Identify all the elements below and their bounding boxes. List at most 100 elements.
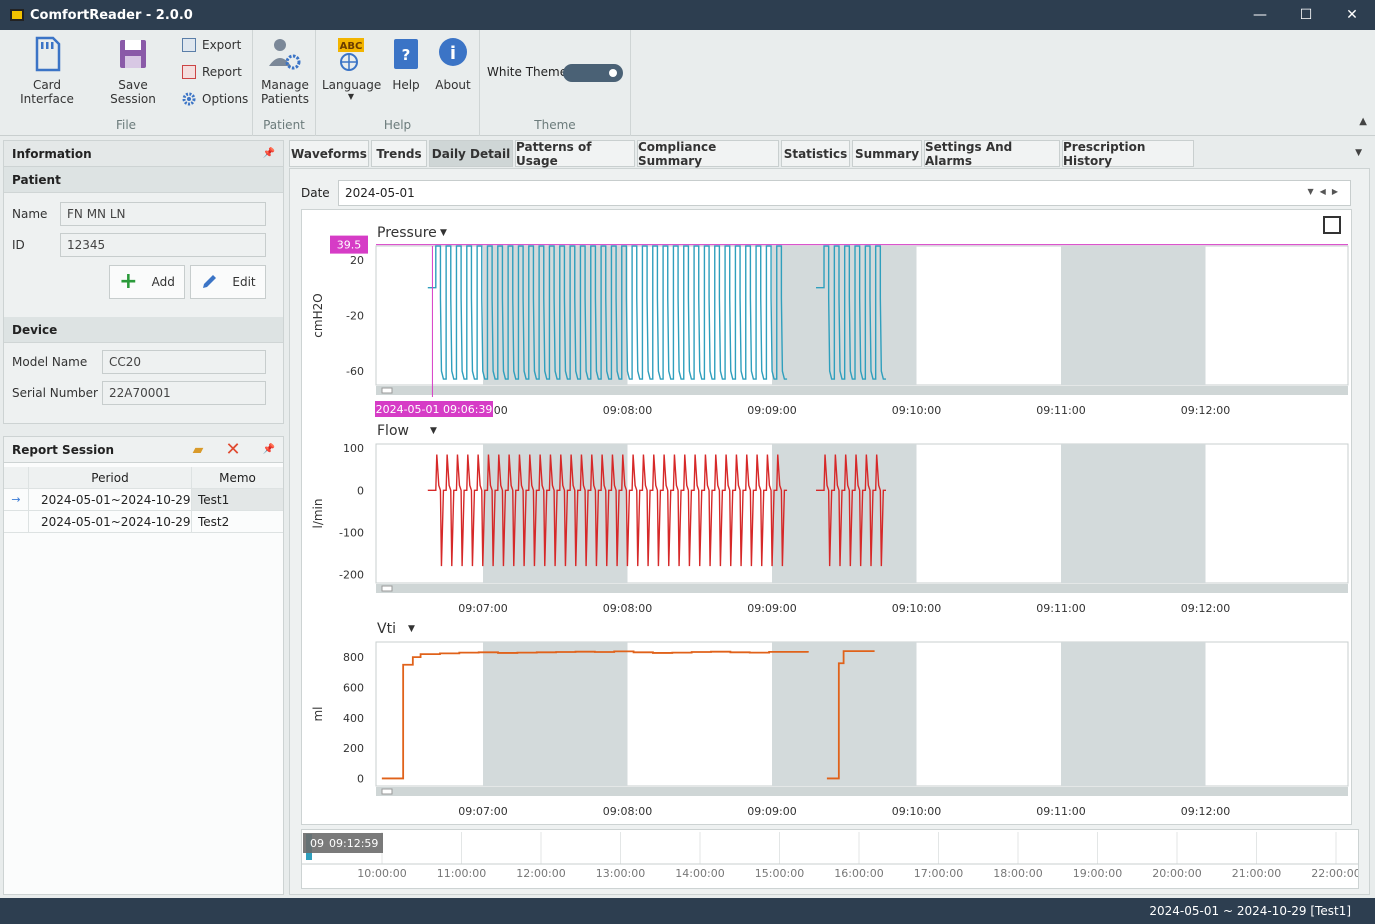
white-theme-toggle[interactable] (563, 64, 623, 82)
report-button[interactable]: Report (182, 65, 242, 79)
patient-id-label: ID (12, 238, 25, 252)
column-header-period[interactable]: Period (29, 467, 192, 488)
model-name-field[interactable]: CC20 (102, 350, 266, 374)
patient-section-title: Patient (4, 167, 283, 193)
close-button[interactable]: ✕ (1346, 7, 1358, 23)
tab-patterns-of-usage[interactable]: Patterns of Usage (515, 140, 635, 168)
memo-cell: Test1 (192, 489, 283, 510)
svg-text:?: ? (402, 46, 411, 64)
open-folder-icon[interactable]: ▰ (192, 441, 204, 458)
x-tick-label: 09:08:00 (603, 602, 652, 615)
minimize-button[interactable]: — (1253, 7, 1267, 23)
ribbon-group-theme-label: Theme (534, 118, 576, 132)
about-button[interactable]: i About (432, 36, 474, 92)
report-session-panel: Report Session ▰ ✕ 📌 Period Memo → 2024-… (3, 436, 284, 895)
fullscreen-icon[interactable] (1323, 216, 1341, 234)
tab-statistics[interactable]: Statistics (781, 140, 850, 167)
x-tick-label: 09:10:00 (892, 805, 941, 818)
save-session-button[interactable]: Save Session (94, 36, 172, 106)
shaded-band (483, 642, 628, 786)
gear-icon (182, 92, 196, 106)
chevron-up-icon[interactable]: ▲ (1359, 116, 1367, 127)
report-label: Report (202, 65, 242, 79)
x-tick-label: 09:11:00 (1036, 404, 1085, 417)
card-interface-label: Card Interface (20, 78, 74, 106)
tab-waveforms[interactable]: Waveforms (289, 140, 369, 167)
column-header-memo[interactable]: Memo (219, 470, 256, 485)
information-header: Information 📌 (4, 141, 283, 167)
date-select[interactable]: 2024-05-01 ▼◀▶ (338, 180, 1351, 206)
scroll-strip (376, 584, 1348, 593)
tab-menu-chevron-icon[interactable]: ▼ (1355, 148, 1362, 158)
x-tick-label: 09:09:00 (747, 805, 796, 818)
scroll-strip (376, 787, 1348, 796)
y-tick-label: 400 (343, 712, 364, 725)
memo-cell: Test2 (198, 514, 230, 529)
chart-pressure: Pressure▼cmH2O20-20-6009:07:0009:08:0009… (311, 225, 1349, 417)
date-nav-arrows-icon[interactable]: ▼◀▶ (1307, 187, 1344, 196)
maximize-button[interactable]: ☐ (1299, 7, 1313, 23)
shaded-band (1061, 246, 1206, 385)
waveform-charts[interactable]: Pressure▼cmH2O20-20-6009:07:0009:08:0009… (302, 210, 1351, 824)
pin-icon[interactable]: 📌 (262, 148, 275, 159)
shaded-band (772, 444, 917, 583)
chart-title: Pressure (377, 225, 437, 241)
table-row[interactable]: → 2024-05-01~2024-10-29 Test1 (4, 489, 283, 511)
options-label: Options (202, 92, 249, 106)
y-axis-label: cmH2O (311, 293, 325, 337)
device-section-title: Device (4, 317, 283, 343)
ribbon-group-patient: Manage Patients Patient (253, 30, 316, 136)
language-button[interactable]: ABC Language ▼ (322, 36, 382, 101)
toggle-knob (609, 69, 617, 77)
delete-icon[interactable]: ✕ (225, 439, 241, 460)
tab-summary[interactable]: Summary (852, 140, 922, 167)
device-section: Model Name CC20 Serial Number 22A70001 (4, 343, 283, 423)
overview-timeline[interactable]: 10:00:00 11:00:00 12:00:00 13:00:00 14:00:00… (301, 829, 1361, 889)
tab-prescription-history[interactable]: Prescription History (1062, 140, 1194, 168)
overview-tick-label: 17:00:00 (914, 867, 963, 880)
help-book-icon: ? (394, 39, 418, 69)
edit-patient-button[interactable]: Edit (190, 265, 266, 299)
status-range: 2024-05-01 ~ 2024-10-29 [Test1] (1149, 904, 1351, 918)
x-tick-label: 09:09:00 (747, 404, 796, 417)
y-tick-label: -60 (346, 365, 364, 378)
overview-svg[interactable]: 10:00:00 11:00:00 12:00:00 13:00:00 14:00:00… (302, 830, 1361, 888)
table-row[interactable]: 2024-05-01~2024-10-29 Test2 (4, 511, 283, 533)
y-axis-label: ml (311, 706, 325, 721)
y-tick-label: 20 (350, 254, 364, 267)
tab-daily-detail[interactable]: Daily Detail (429, 140, 513, 167)
information-panel: Information 📌 Patient Name FN MN LN ID 1… (3, 140, 284, 424)
language-label: Language (322, 78, 382, 92)
chart-title-chevron-icon: ▼ (440, 228, 447, 238)
x-tick-label: 09:07:00 (458, 602, 507, 615)
tab-trends[interactable]: Trends (371, 140, 427, 167)
date-value: 2024-05-01 (345, 186, 415, 200)
export-button[interactable]: Export (182, 38, 241, 52)
card-interface-button[interactable]: Card Interface (6, 36, 88, 106)
chart-title-chevron-icon: ▼ (430, 426, 437, 436)
patient-name-field[interactable]: FN MN LN (60, 202, 266, 226)
serial-number-field[interactable]: 22A70001 (102, 381, 266, 405)
vti-step-line (826, 650, 875, 780)
tab-compliance-summary[interactable]: Compliance Summary (637, 140, 779, 168)
x-tick-label: 09:12:00 (1181, 404, 1230, 417)
help-button[interactable]: ? Help (388, 36, 424, 92)
cursor-value-badge (330, 235, 368, 254)
x-tick-label: 09:11:00 (1036, 805, 1085, 818)
shaded-band (772, 642, 917, 786)
overview-tick-label: 18:00:00 (993, 867, 1042, 880)
overview-tick-label: 15:00:00 (755, 867, 804, 880)
info-icon: i (439, 38, 467, 66)
options-button[interactable]: Options (182, 92, 248, 106)
tab-settings-and-alarms[interactable]: Settings And Alarms (924, 140, 1060, 168)
manage-patients-button[interactable]: Manage Patients (257, 36, 313, 106)
add-patient-button[interactable]: + Add (109, 265, 185, 299)
y-tick-label: 100 (343, 442, 364, 455)
export-label: Export (202, 38, 242, 52)
chart-title: Vti (377, 621, 396, 637)
pin-icon[interactable]: 📌 (262, 444, 275, 455)
overview-tick-label: 19:00:00 (1073, 867, 1122, 880)
ribbon-group-help: ABC Language ▼ ? Help i About Help (316, 30, 480, 136)
chevron-down-icon: ▼ (347, 92, 355, 101)
patient-id-field[interactable]: 12345 (60, 233, 266, 257)
